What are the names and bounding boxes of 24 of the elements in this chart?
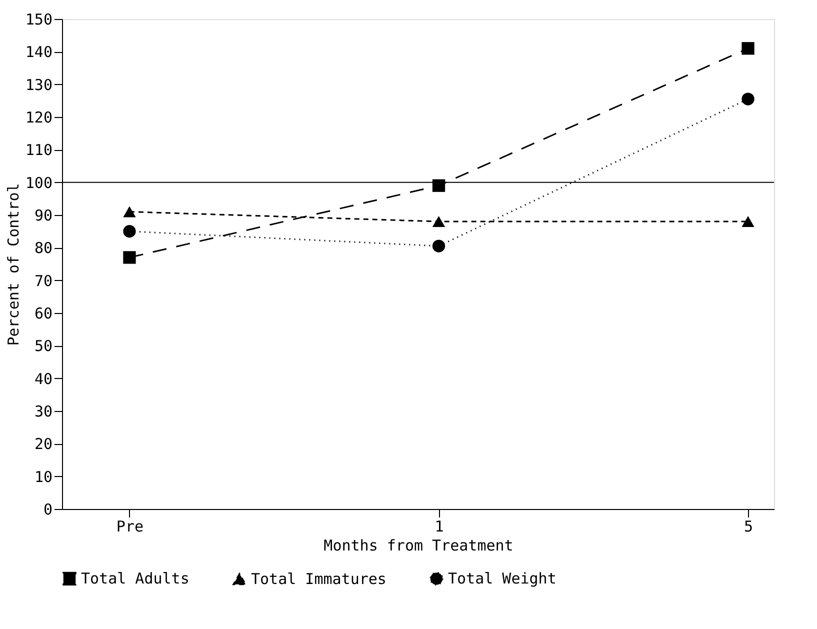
y-tick-label: 10 [34, 468, 52, 486]
y-tick-label: 140 [25, 43, 52, 62]
legend-label: Total Immatures [251, 570, 386, 588]
x-tick-label: 5 [744, 518, 754, 536]
y-tick-label: 130 [25, 76, 52, 94]
legend-label: Total Adults [81, 570, 190, 588]
x-axis-title: Months from Treatment [324, 536, 514, 554]
y-tick-label: 90 [34, 206, 52, 224]
y-tick-label: 50 [34, 337, 52, 356]
y-tick-label: 150 [25, 10, 52, 28]
y-tick-label: 40 [34, 370, 52, 388]
y-tick-label: 0 [43, 500, 52, 518]
y-tick-label: 30 [34, 402, 52, 420]
y-tick-label: 60 [34, 304, 52, 322]
x-tick-label: 1 [434, 518, 444, 536]
y-tick-label: 100 [25, 174, 52, 192]
legend-label: Total Weight [448, 570, 556, 588]
y-axis-title: Percent of Control [4, 183, 22, 346]
y-tick-label: 70 [34, 272, 52, 290]
x-tick-label: Pre [116, 518, 144, 536]
y-tick-label: 110 [25, 141, 52, 160]
y-tick-label: 20 [34, 435, 52, 454]
y-tick-label: 80 [34, 239, 52, 258]
y-tick-label: 120 [25, 108, 52, 126]
